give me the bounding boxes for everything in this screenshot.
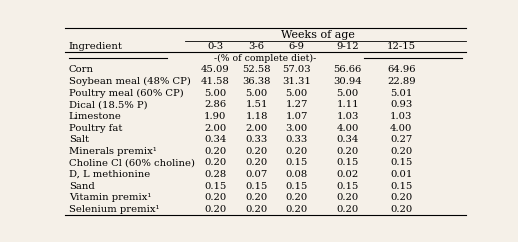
Text: 57.03: 57.03 [282,65,311,74]
Text: Dical (18.5% P): Dical (18.5% P) [69,100,148,109]
Text: 0.28: 0.28 [204,170,226,179]
Text: 0.20: 0.20 [390,193,412,202]
Text: Corn: Corn [69,65,94,74]
Text: 1.11: 1.11 [337,100,359,109]
Text: 1.90: 1.90 [204,112,226,121]
Text: 0.20: 0.20 [246,193,268,202]
Text: 5.00: 5.00 [337,89,359,98]
Text: 5.00: 5.00 [285,89,308,98]
Text: 12-15: 12-15 [386,42,416,51]
Text: 0.15: 0.15 [204,182,226,191]
Text: 0.93: 0.93 [390,100,412,109]
Text: 0.15: 0.15 [390,159,412,167]
Text: 0.20: 0.20 [337,147,359,156]
Text: Minerals premix¹: Minerals premix¹ [69,147,156,156]
Text: 0.20: 0.20 [204,147,226,156]
Text: 0.20: 0.20 [246,205,268,214]
Text: 4.00: 4.00 [390,123,412,133]
Text: 30.94: 30.94 [334,77,362,86]
Text: 56.66: 56.66 [334,65,362,74]
Text: D, L methionine: D, L methionine [69,170,150,179]
Text: Selenium premix¹: Selenium premix¹ [69,205,159,214]
Text: 0.20: 0.20 [204,193,226,202]
Text: 0.15: 0.15 [337,182,359,191]
Text: Limestone: Limestone [69,112,122,121]
Text: 2.00: 2.00 [246,123,268,133]
Text: 22.89: 22.89 [387,77,415,86]
Text: 0.20: 0.20 [285,193,308,202]
Text: 0.15: 0.15 [337,159,359,167]
Text: Ingredient: Ingredient [69,42,123,51]
Text: Salt: Salt [69,135,89,144]
Text: 1.18: 1.18 [246,112,268,121]
Text: 45.09: 45.09 [201,65,229,74]
Text: 3-6: 3-6 [249,42,265,51]
Text: Soybean meal (48% CP): Soybean meal (48% CP) [69,77,191,86]
Text: 0.20: 0.20 [204,205,226,214]
Text: 0.34: 0.34 [337,135,359,144]
Text: 2.86: 2.86 [204,100,226,109]
Text: Vitamin premix¹: Vitamin premix¹ [69,193,151,202]
Text: 0.20: 0.20 [337,205,359,214]
Text: 9-12: 9-12 [337,42,359,51]
Text: 0.20: 0.20 [285,147,308,156]
Text: 0.20: 0.20 [390,205,412,214]
Text: 0.34: 0.34 [204,135,226,144]
Text: 0.08: 0.08 [285,170,308,179]
Text: Choline Cl (60% choline): Choline Cl (60% choline) [69,159,195,167]
Text: 31.31: 31.31 [282,77,311,86]
Text: 1.03: 1.03 [390,112,412,121]
Text: 0.02: 0.02 [337,170,359,179]
Text: Sand: Sand [69,182,94,191]
Text: 0.20: 0.20 [285,205,308,214]
Text: 1.03: 1.03 [337,112,359,121]
Text: 1.51: 1.51 [246,100,268,109]
Text: 0.33: 0.33 [285,135,308,144]
Text: 52.58: 52.58 [242,65,271,74]
Text: Weeks of age: Weeks of age [281,30,355,40]
Text: 0.07: 0.07 [246,170,268,179]
Text: 0.20: 0.20 [246,147,268,156]
Text: Poultry meal (60% CP): Poultry meal (60% CP) [69,89,183,98]
Text: 5.00: 5.00 [204,89,226,98]
Text: 64.96: 64.96 [387,65,415,74]
Text: 5.01: 5.01 [390,89,412,98]
Text: 2.00: 2.00 [204,123,226,133]
Text: 0.27: 0.27 [390,135,412,144]
Text: 1.07: 1.07 [285,112,308,121]
Text: 0.15: 0.15 [390,182,412,191]
Text: 0.20: 0.20 [337,193,359,202]
Text: 0.15: 0.15 [246,182,268,191]
Text: 1.27: 1.27 [285,100,308,109]
Text: 0.01: 0.01 [390,170,412,179]
Text: 41.58: 41.58 [201,77,229,86]
Text: 4.00: 4.00 [337,123,359,133]
Text: Poultry fat: Poultry fat [69,123,122,133]
Text: 36.38: 36.38 [242,77,271,86]
Text: 3.00: 3.00 [285,123,308,133]
Text: 0.15: 0.15 [285,182,308,191]
Text: 0.20: 0.20 [390,147,412,156]
Text: 0.33: 0.33 [246,135,268,144]
Text: 0.20: 0.20 [204,159,226,167]
Text: -(% of complete diet)-: -(% of complete diet)- [214,53,316,63]
Text: 0.15: 0.15 [285,159,308,167]
Text: 5.00: 5.00 [246,89,268,98]
Text: 6-9: 6-9 [289,42,305,51]
Text: 0-3: 0-3 [207,42,223,51]
Text: 0.20: 0.20 [246,159,268,167]
